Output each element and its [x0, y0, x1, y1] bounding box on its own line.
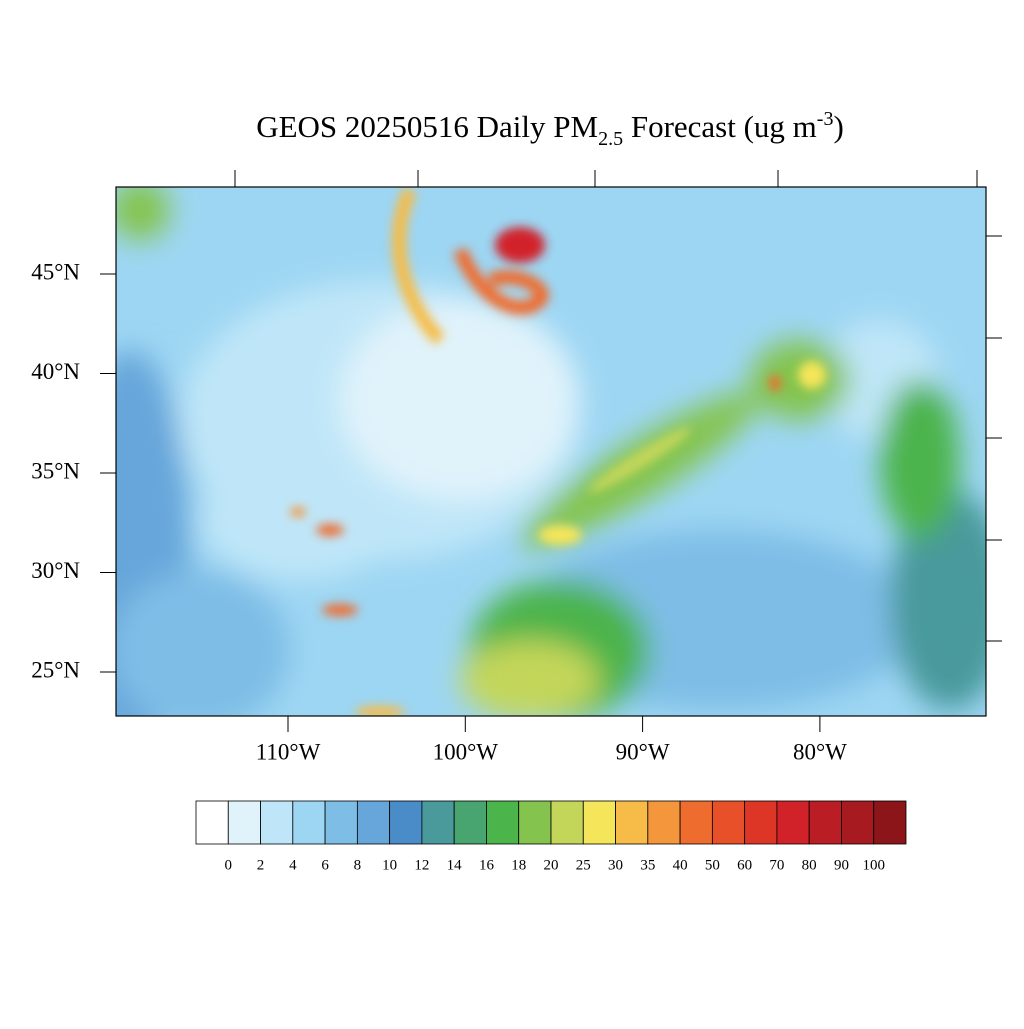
title-sub: 2.5: [598, 128, 623, 150]
colorbar-box: [679, 800, 713, 845]
colorbar-label: 70: [769, 857, 784, 873]
title-unit: Forecast (ug m: [623, 109, 817, 144]
colorbar-label: 40: [673, 857, 688, 873]
title-sup: -3: [817, 108, 834, 130]
lat-label: 45°N: [31, 259, 80, 284]
colorbar-label: 18: [511, 857, 526, 873]
colorbar-label: 90: [834, 857, 849, 873]
lon-label: 110°W: [256, 739, 321, 764]
colorbar-box: [292, 800, 326, 845]
colorbar-box: [453, 800, 487, 845]
colorbar-label: 14: [447, 857, 463, 873]
colorbar-box: [582, 800, 616, 845]
lat-label: 40°N: [31, 359, 80, 384]
lon-label: 100°W: [433, 739, 499, 764]
colorbar-box: [260, 800, 294, 845]
colorbar-label: 2: [257, 857, 265, 873]
pm25-field: [116, 187, 986, 716]
colorbar-box: [808, 800, 842, 845]
top-right-ticks: [234, 170, 1002, 642]
colorbar-box: [615, 800, 649, 845]
colorbar-box: [711, 800, 746, 845]
colorbar-label: 4: [289, 857, 297, 873]
colorbar-label: 35: [640, 857, 655, 873]
colorbar-box: [744, 800, 778, 845]
lat-label: 30°N: [31, 558, 80, 583]
colorbar-box: [421, 800, 455, 845]
lat-label: 35°N: [31, 458, 80, 483]
title-end: ): [833, 109, 843, 144]
colorbar-label: 80: [802, 857, 817, 873]
colorbar-box: [841, 800, 875, 845]
colorbar-box: [195, 800, 229, 845]
map-frame: [115, 186, 987, 717]
colorbar-label: 16: [479, 857, 495, 873]
colorbar-label: 8: [354, 857, 362, 873]
colorbar-label: 25: [576, 857, 591, 873]
colorbar-label: 30: [608, 857, 623, 873]
title: GEOS 20250516 Daily PM2.5 Forecast (ug m…: [256, 108, 844, 150]
colorbar-box: [647, 800, 681, 845]
colorbar-label: 6: [321, 857, 329, 873]
colorbar-label: 60: [737, 857, 752, 873]
colorbar-label: 100: [862, 857, 885, 873]
colorbar-label: 12: [414, 857, 429, 873]
lon-label: 90°W: [616, 739, 670, 764]
lat-label: 25°N: [31, 657, 80, 682]
colorbar-box: [486, 800, 520, 845]
colorbar-box: [356, 800, 391, 845]
colorbar-label: 10: [382, 857, 397, 873]
colorbar-label: 20: [544, 857, 559, 873]
colorbar-box: [324, 800, 358, 845]
colorbar-label: 0: [225, 857, 233, 873]
colorbar-box: [776, 800, 810, 845]
title-main: GEOS 20250516 Daily PM: [256, 109, 598, 144]
lon-label: 80°W: [793, 739, 847, 764]
colorbar-box: [227, 800, 261, 845]
colorbar-box: [873, 800, 907, 845]
colorbar-box: [550, 800, 584, 845]
colorbar-box: [389, 800, 423, 845]
colorbar-box: [518, 800, 552, 845]
colorbar-label: 50: [705, 857, 720, 873]
